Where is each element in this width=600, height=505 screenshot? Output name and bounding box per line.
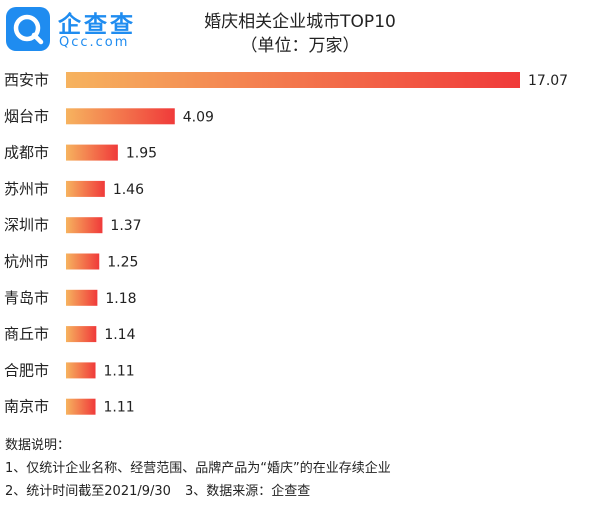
category-label: 商丘市 bbox=[4, 325, 49, 343]
category-label: 成都市 bbox=[4, 144, 49, 162]
notes-item-3: 3、数据来源：企查查 bbox=[184, 484, 311, 499]
bar bbox=[66, 180, 105, 197]
bar bbox=[66, 362, 96, 379]
bar bbox=[66, 217, 103, 234]
chart-subtitle: （单位：万家） bbox=[240, 36, 360, 56]
bar bbox=[66, 289, 98, 306]
category-label: 南京市 bbox=[4, 398, 49, 416]
bar bbox=[66, 253, 100, 270]
value-label: 1.18 bbox=[105, 291, 136, 307]
value-label: 1.37 bbox=[110, 218, 141, 234]
notes-item-2: 2、统计时间截至2021/9/30 bbox=[5, 484, 171, 499]
bar-chart: 西安市 17.07 烟台市 4.09 成都市 1.95 苏州市 1.46 深圳市 1.37 杭州市 1… bbox=[4, 71, 568, 416]
bar bbox=[66, 326, 97, 343]
brand-logo: 企查查 Qcc.com bbox=[6, 5, 141, 55]
bar bbox=[66, 398, 96, 415]
qcc-logo-icon bbox=[6, 7, 50, 51]
bar bbox=[66, 108, 175, 125]
value-label: 1.11 bbox=[104, 363, 135, 379]
value-label: 17.07 bbox=[528, 73, 568, 89]
value-label: 1.95 bbox=[126, 146, 157, 162]
bar bbox=[66, 144, 118, 161]
brand-name-en: Qcc.com bbox=[59, 35, 130, 50]
category-label: 杭州市 bbox=[4, 253, 49, 271]
category-label: 青岛市 bbox=[4, 289, 49, 307]
notes-item-2-3: 2、统计时间截至2021/9/30 3、数据来源：企查查 bbox=[5, 480, 391, 503]
category-label: 烟台市 bbox=[4, 107, 49, 125]
value-label: 1.25 bbox=[107, 255, 138, 271]
brand-name-cn: 企查查 bbox=[58, 12, 136, 38]
chart-title: 婚庆相关企业城市TOP10 bbox=[204, 12, 396, 32]
bar bbox=[66, 72, 520, 88]
notes-heading: 数据说明： bbox=[5, 438, 71, 453]
category-label: 合肥市 bbox=[4, 361, 49, 379]
value-label: 1.46 bbox=[113, 182, 144, 198]
category-label: 深圳市 bbox=[4, 216, 49, 234]
notes-item-1: 1、仅统计企业名称、经营范围、品牌产品为“婚庆”的在业存续企业 bbox=[5, 461, 391, 476]
value-label: 1.14 bbox=[104, 327, 135, 343]
category-label: 西安市 bbox=[4, 71, 49, 89]
value-label: 4.09 bbox=[183, 109, 214, 125]
category-label: 苏州市 bbox=[4, 180, 49, 198]
data-notes: 数据说明： 1、仅统计企业名称、经营范围、品牌产品为“婚庆”的在业存续企业 2、… bbox=[5, 434, 391, 503]
value-label: 1.11 bbox=[104, 400, 135, 416]
